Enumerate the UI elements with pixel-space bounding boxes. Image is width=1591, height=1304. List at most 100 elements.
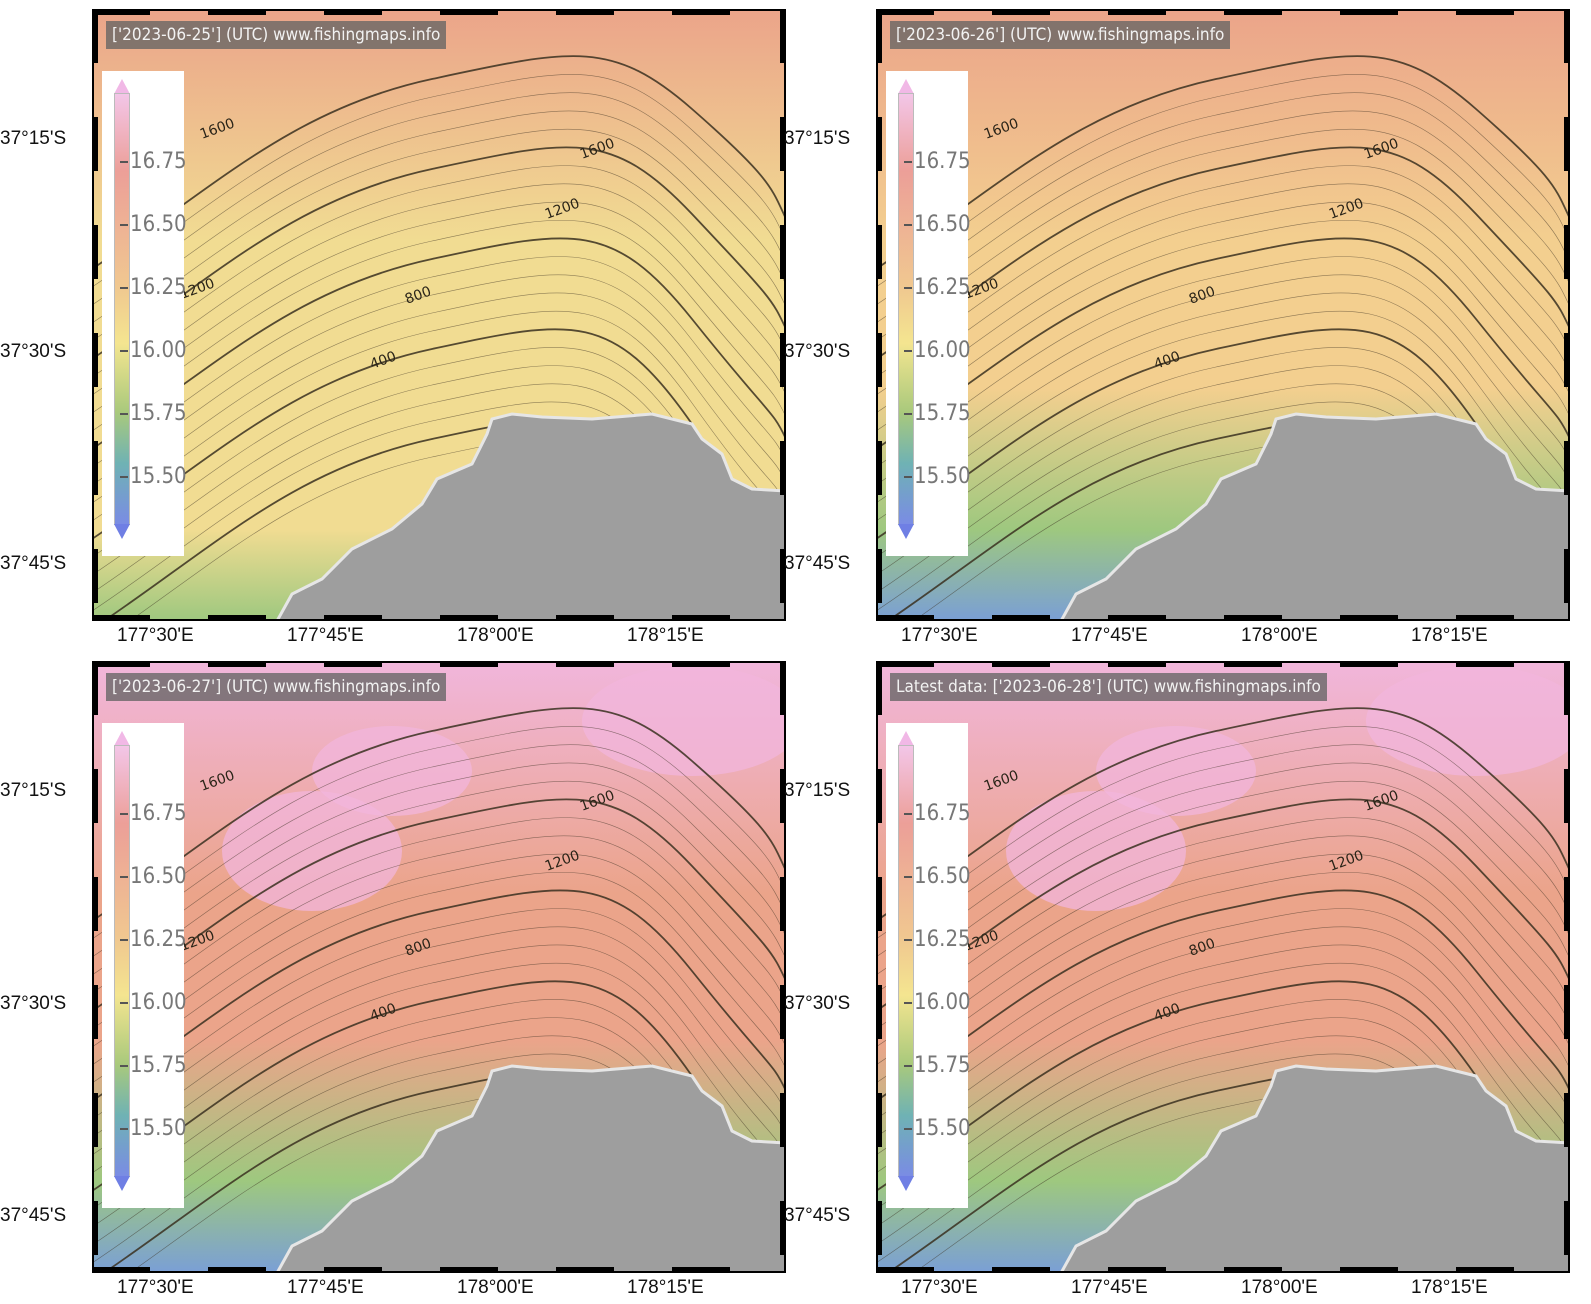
frame-tick <box>1108 661 1166 667</box>
frame-tick <box>92 1093 98 1147</box>
colorbar-tick-label: 15.75 <box>120 401 187 426</box>
colorbar-tick-label: 15.75 <box>120 1053 187 1078</box>
longitude-label: 177°45'E <box>287 1277 364 1298</box>
sst-map: 1600 1600 1200 1200 800 400 ['2023-06-25'] (UT… <box>92 9 786 621</box>
latitude-label: 37°15'S <box>0 780 67 801</box>
latitude-label: 37°15'S <box>784 780 851 801</box>
frame-tick <box>92 661 150 667</box>
frame-tick <box>1564 1201 1570 1255</box>
frame-tick <box>92 225 98 279</box>
frame-tick <box>876 615 934 621</box>
frame-tick <box>1564 549 1570 603</box>
frame-tick <box>876 1201 882 1255</box>
date-label: ['2023-06-26'] (UTC) www.fishingmaps.inf… <box>890 21 1231 49</box>
frame-tick <box>780 549 786 603</box>
colorbar-gradient <box>114 745 130 1177</box>
frame-tick <box>208 1267 266 1273</box>
frame-tick <box>1564 225 1570 279</box>
frame-tick <box>1340 661 1398 667</box>
land-mass <box>275 412 786 621</box>
frame-tick <box>672 615 730 621</box>
frame-tick <box>992 661 1050 667</box>
frame-tick <box>1564 9 1570 63</box>
colorbar-tick-label: 16.75 <box>120 801 187 826</box>
frame-tick <box>556 615 614 621</box>
frame-tick <box>876 877 882 931</box>
frame-tick <box>92 877 98 931</box>
frame-tick <box>92 1201 98 1255</box>
frame-tick <box>208 9 266 15</box>
frame-tick <box>1224 615 1282 621</box>
frame-tick <box>440 1267 498 1273</box>
longitude-label: 178°00'E <box>457 625 534 646</box>
frame-tick <box>1564 985 1570 1039</box>
colorbar-tick-label: 15.50 <box>904 464 971 489</box>
warm-patch <box>222 791 402 911</box>
frame-tick <box>1108 1267 1166 1273</box>
frame-tick <box>92 985 98 1039</box>
frame-tick <box>876 117 882 171</box>
longitude-label: 178°00'E <box>1241 1277 1318 1298</box>
map-frame <box>876 661 1570 1273</box>
frame-tick <box>876 549 882 603</box>
frame-tick <box>92 441 98 495</box>
date-label: ['2023-06-27'] (UTC) www.fishingmaps.inf… <box>106 673 447 701</box>
colorbar-tick-label: 16.25 <box>904 275 971 300</box>
map-frame <box>92 661 786 1273</box>
longitude-label: 177°30'E <box>117 625 194 646</box>
frame-tick <box>92 661 98 715</box>
colorbar-min-arrow <box>114 524 130 539</box>
longitude-label: 178°15'E <box>627 625 704 646</box>
frame-tick <box>92 615 150 621</box>
map-panel-1: 1600 1600 1200 1200 800 400 ['2023-06-25'] (UT… <box>0 0 795 650</box>
longitude-label: 177°30'E <box>901 625 978 646</box>
frame-tick <box>992 9 1050 15</box>
colorbar-tick-label: 16.00 <box>904 990 971 1015</box>
frame-tick <box>92 9 98 63</box>
colorbar-tick-label: 15.75 <box>904 401 971 426</box>
map-panel-2: 1600 1600 1200 1200 800 400 ['2023-06-26'] (UT… <box>784 0 1579 650</box>
colorbar-gradient <box>114 93 130 525</box>
colorbar-tick-label: 15.50 <box>120 1116 187 1141</box>
frame-tick <box>440 661 498 667</box>
latitude-label: 37°45'S <box>784 553 851 574</box>
frame-tick <box>1340 615 1398 621</box>
frame-tick <box>92 769 98 823</box>
frame-tick <box>1564 661 1570 715</box>
temperature-colorbar: 16.75 16.50 16.25 16.00 15.75 15.50 <box>102 723 187 1208</box>
frame-tick <box>780 333 786 387</box>
frame-tick <box>876 9 934 15</box>
longitude-label: 177°30'E <box>117 1277 194 1298</box>
frame-tick <box>780 117 786 171</box>
longitude-label: 177°45'E <box>1071 1277 1148 1298</box>
longitude-label: 178°00'E <box>457 1277 534 1298</box>
frame-tick <box>1456 615 1514 621</box>
sst-map: 1600 1600 1200 1200 800 400 ['2023-06-26'] (UT… <box>876 9 1570 621</box>
latitude-label: 37°15'S <box>784 128 851 149</box>
frame-tick <box>1224 9 1282 15</box>
colorbar-tick-label: 16.50 <box>120 212 187 237</box>
colorbar-tick-label: 16.25 <box>120 927 187 952</box>
colorbar-min-arrow <box>114 1176 130 1191</box>
frame-tick <box>876 985 882 1039</box>
frame-tick <box>440 615 498 621</box>
frame-tick <box>92 117 98 171</box>
colorbar-min-arrow <box>898 524 914 539</box>
frame-tick <box>672 1267 730 1273</box>
warm-patch <box>1096 726 1256 816</box>
latitude-label: 37°30'S <box>0 341 67 362</box>
warm-patch <box>312 726 472 816</box>
latitude-label: 37°30'S <box>0 993 67 1014</box>
date-label: Latest data: ['2023-06-28'] (UTC) www.fi… <box>890 673 1327 701</box>
land-mass <box>1059 412 1570 621</box>
frame-tick <box>92 333 98 387</box>
frame-tick <box>876 661 934 667</box>
warm-patch <box>1006 791 1186 911</box>
longitude-label: 177°45'E <box>1071 625 1148 646</box>
frame-tick <box>1564 117 1570 171</box>
colorbar-tick-label: 16.75 <box>904 801 971 826</box>
colorbar-tick-label: 15.75 <box>904 1053 971 1078</box>
